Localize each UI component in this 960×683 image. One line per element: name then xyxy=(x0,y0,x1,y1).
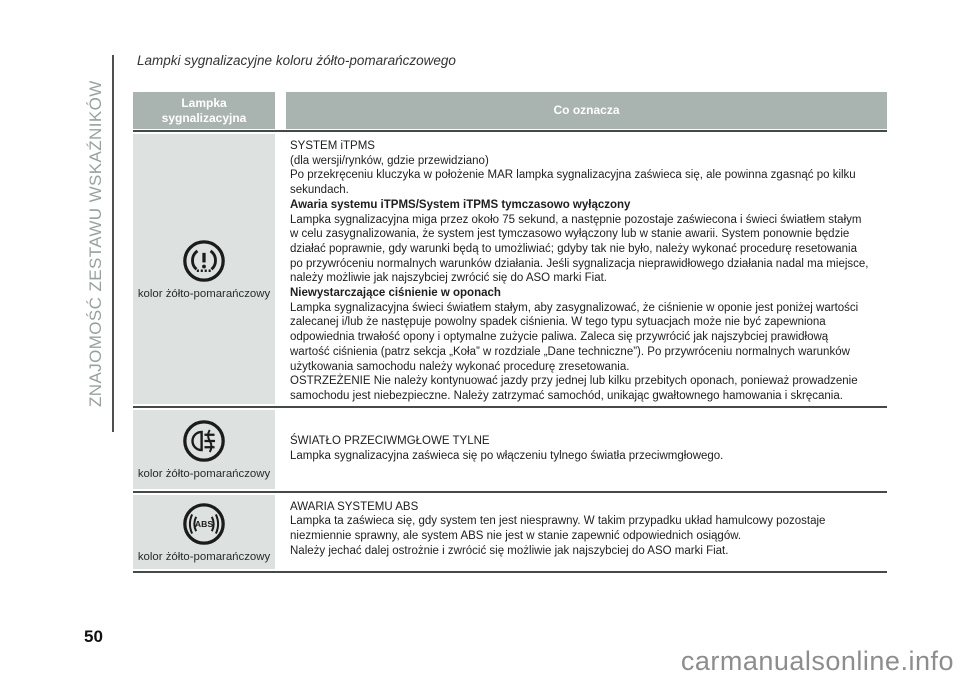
description-line: Lampka sygnalizacyjna miga przez około 7… xyxy=(290,213,862,226)
tpms-icon xyxy=(181,238,227,284)
description-line: Lampka sygnalizacyjna zaświeca się po wł… xyxy=(290,450,724,463)
header-separator-line xyxy=(133,130,887,132)
description-line: sekundach. xyxy=(290,184,349,197)
rear-fog-light-icon xyxy=(181,418,227,464)
lamp-color-label: kolor żółto-pomarańczowy xyxy=(137,468,271,481)
description-subheading: Niewystarczające ciśnienie w oponach xyxy=(290,287,501,300)
description-cell: SYSTEM iTPMS (dla wersji/rynków, gdzie pr… xyxy=(286,134,887,404)
lamp-cell: kolor żółto-pomarańczowy xyxy=(133,409,275,489)
column-header-lamp: Lampka sygnalizacyjna xyxy=(133,92,275,129)
table-row: ABS kolor żółto-pomarańczowy AWARIA SYSTE… xyxy=(133,493,887,571)
abs-icon: ABS xyxy=(181,501,227,547)
lamp-color-label: kolor żółto-pomarańczowy xyxy=(137,550,271,563)
table-row: kolor żółto-pomarańczowy SYSTEM iTPMS (dla… xyxy=(133,132,887,406)
row-separator-line xyxy=(133,490,887,493)
description-line: odpowiednia trwałość opony i optymalne z… xyxy=(290,331,829,344)
table-row: kolor żółto-pomarańczowy ŚWIATŁO PRZECIWM… xyxy=(133,408,887,491)
description-line: działać poprawnie, gdy warunki będą to u… xyxy=(290,242,858,255)
lamp-cell: ABS kolor żółto-pomarańczowy xyxy=(133,494,275,569)
description-cell: ŚWIATŁO PRZECIWMGŁOWE TYLNE Lampka sygnal… xyxy=(286,410,887,489)
watermark-text: carmanualsonline.info xyxy=(680,646,954,676)
row-separator-line xyxy=(133,405,887,408)
page-title: Lampki sygnalizacyjne koloru żółto-pomar… xyxy=(137,53,456,68)
table-bottom-line xyxy=(133,570,887,573)
description-line: niezmiennie sprawny, ale system ABS nie … xyxy=(290,530,742,543)
description-line: Należy jechać dalej ostrożnie i zwrócić … xyxy=(290,544,729,557)
sidebar-rule xyxy=(112,55,114,432)
description-line: zalecanej i/lub że następuje powolny spa… xyxy=(290,316,826,329)
table-body: kolor żółto-pomarańczowy SYSTEM iTPMS (dla… xyxy=(133,132,887,573)
table-header-row: Lampka sygnalizacyjna Co oznacza xyxy=(133,92,887,129)
description-line: Po przekręceniu kluczyka w położenie MAR… xyxy=(290,169,856,182)
description-line: OSTRZEŻENIE Nie należy kontynuować jazdy… xyxy=(290,375,858,388)
description-line: SYSTEM iTPMS xyxy=(290,140,375,152)
description-line: w celu zasygnalizowania, że system jest … xyxy=(290,228,850,241)
description-line: (dla wersji/rynków, gdzie przewidziano) xyxy=(290,154,489,167)
description-line: Lampka sygnalizacyjna świeci światłem st… xyxy=(290,301,859,314)
description-line: samochodu jest niebezpieczne. Należy zat… xyxy=(290,389,843,402)
description-line: wartość ciśnienia (patrz sekcja „Koła” w… xyxy=(290,345,850,358)
warning-lamps-table: Lampka sygnalizacyjna Co oznacza kolor ż… xyxy=(133,92,887,573)
svg-text:ABS: ABS xyxy=(195,519,213,529)
description-line: użytkowania samochodu należy wykonać pro… xyxy=(290,360,630,373)
description-line: należy możliwie jak najszybciej zwrócić … xyxy=(290,272,607,285)
description-line: po przywróceniu normalnych warunków dzia… xyxy=(290,257,869,270)
lamp-color-label: kolor żółto-pomarańczowy xyxy=(137,287,271,300)
chapter-sidebar-label: ZNAJOMOŚĆ ZESTAWU WSKAŹNIKÓW xyxy=(86,80,105,407)
description-cell: AWARIA SYSTEMU ABS Lampka ta zaświeca się… xyxy=(286,495,887,569)
lamp-cell: kolor żółto-pomarańczowy xyxy=(133,134,275,404)
column-header-meaning: Co oznacza xyxy=(286,92,887,129)
description-line: ŚWIATŁO PRZECIWMGŁOWE TYLNE xyxy=(290,435,490,448)
page-number: 50 xyxy=(84,627,103,646)
description-line: AWARIA SYSTEMU ABS xyxy=(290,500,419,513)
description-line: Lampka ta zaświeca się, gdy system ten j… xyxy=(290,515,826,528)
description-subheading: Awaria systemu iTPMS/System iTPMS tymcza… xyxy=(290,198,631,211)
